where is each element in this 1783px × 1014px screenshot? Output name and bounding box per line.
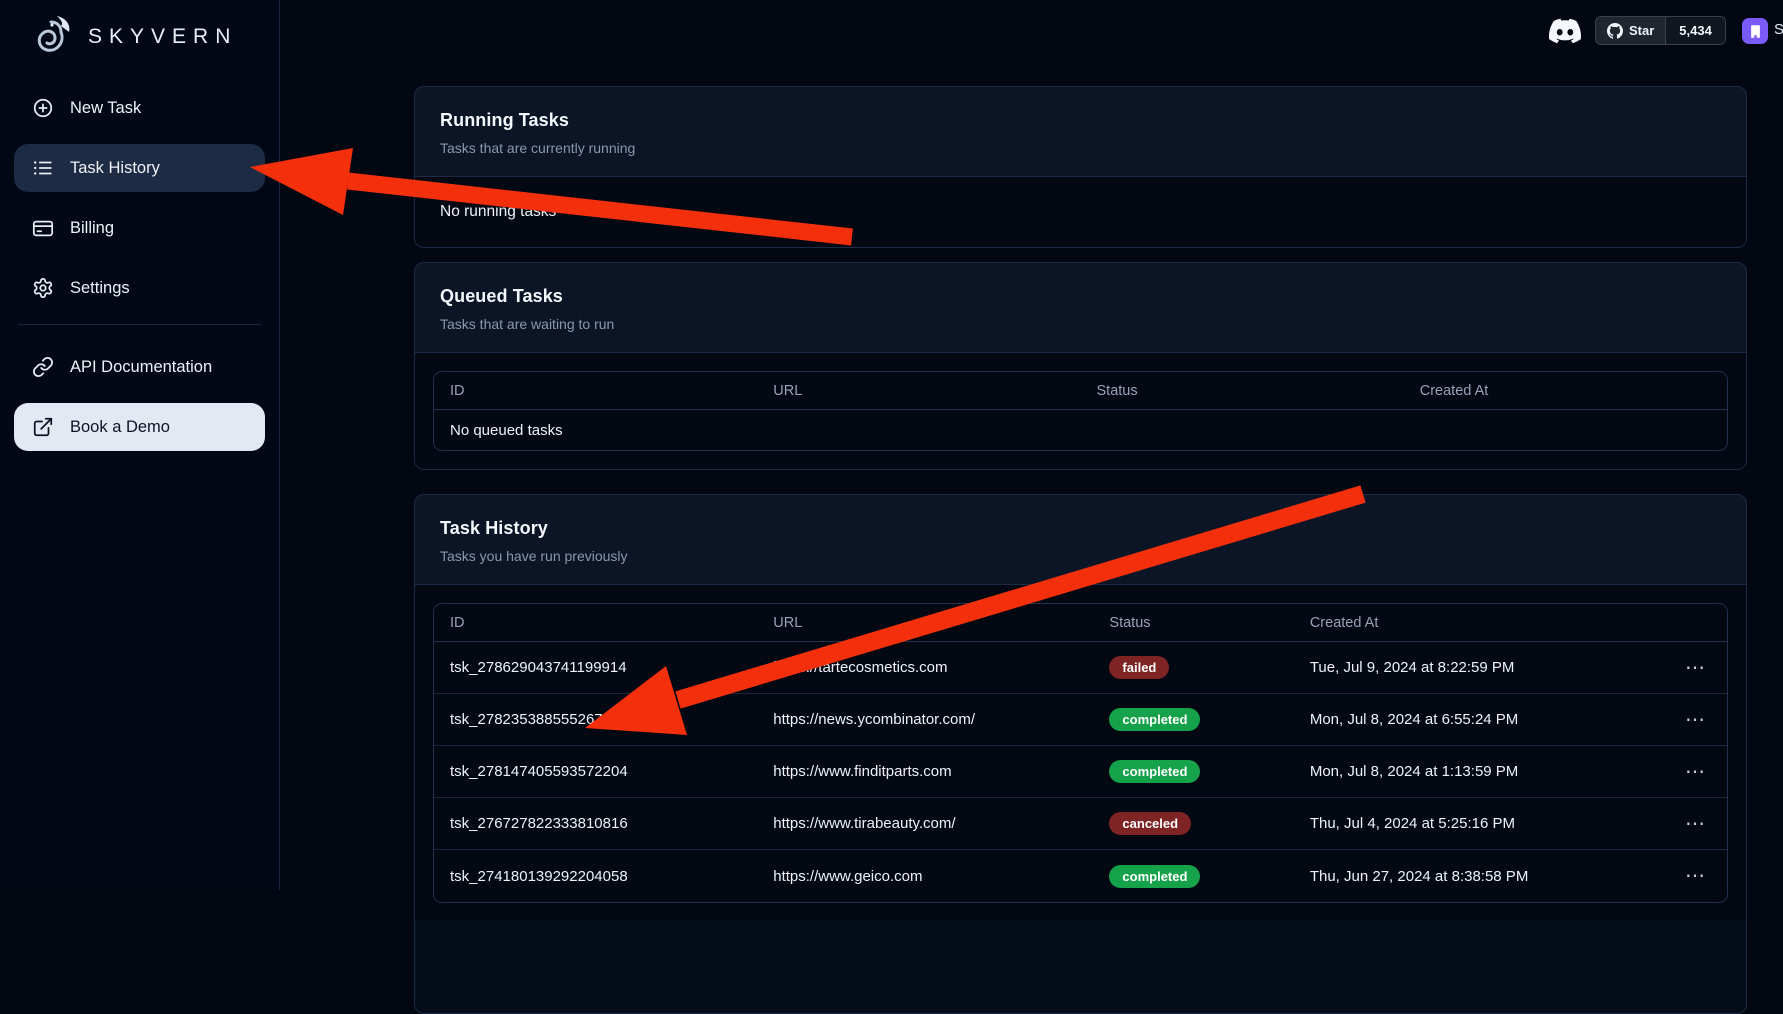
task-created-at-cell: Thu, Jul 4, 2024 at 5:25:16 PM xyxy=(1293,798,1656,850)
sidebar: SKYVERN New Task Task History Billing xyxy=(0,0,280,890)
panel-subtitle: Tasks you have run previously xyxy=(440,548,628,564)
sidebar-item-new-task[interactable]: New Task xyxy=(14,84,265,132)
task-created-at-cell: Thu, Jun 27, 2024 at 8:38:58 PM xyxy=(1309,867,1529,885)
panel-title: Queued Tasks xyxy=(440,286,563,306)
brand-name: SKYVERN xyxy=(88,25,238,48)
table-row[interactable]: tsk_278235388555267564 https://news.ycom… xyxy=(434,694,1727,746)
table-row[interactable]: tsk_276727822333810816 https://www.tirab… xyxy=(434,798,1727,850)
sidebar-item-task-history[interactable]: Task History xyxy=(14,144,265,192)
dragon-logo-icon xyxy=(37,16,70,52)
sidebar-item-api-documentation[interactable]: API Documentation xyxy=(14,343,265,391)
status-badge: canceled xyxy=(1109,812,1192,835)
status-badge: completed xyxy=(1109,864,1201,888)
building-icon xyxy=(1750,24,1760,38)
table-header-row: ID URL Status Created At xyxy=(434,372,1727,410)
status-badge: completed xyxy=(1109,708,1201,731)
task-url-cell: https://www.finditparts.com xyxy=(757,746,1094,798)
queued-tasks-table: ID URL Status Created At No queued tasks xyxy=(433,371,1728,451)
column-header-actions xyxy=(1655,604,1727,642)
status-badge: completed xyxy=(1109,760,1201,783)
sidebar-item-settings[interactable]: Settings xyxy=(14,264,265,312)
sidebar-item-label: New Task xyxy=(70,98,142,117)
task-id-cell: tsk_278147405593572204 xyxy=(434,746,758,798)
sidebar-item-label: Book a Demo xyxy=(70,417,170,436)
sidebar-item-label: Task History xyxy=(70,158,160,177)
discord-button[interactable] xyxy=(1548,15,1582,47)
task-url-cell: https://www.tirabeauty.com/ xyxy=(757,798,1094,850)
task-status-cell: canceled xyxy=(1093,798,1294,850)
task-history-table: ID URL Status Created At tsk_27862904374… xyxy=(433,603,1728,903)
brand-logo[interactable]: SKYVERN xyxy=(0,0,279,66)
task-id-cell: tsk_276727822333810816 xyxy=(434,798,758,850)
task-created-at-cell: Tue, Jul 9, 2024 at 8:22:59 PM xyxy=(1293,642,1656,694)
github-icon xyxy=(1607,22,1623,39)
sidebar-divider xyxy=(18,324,261,325)
row-actions-button[interactable]: ⋯ xyxy=(1681,708,1711,732)
running-tasks-panel: Running Tasks Tasks that are currently r… xyxy=(414,86,1747,248)
sidebar-item-book-a-demo[interactable]: Book a Demo xyxy=(14,403,265,451)
row-actions-button[interactable]: ⋯ xyxy=(1681,760,1711,784)
queued-tasks-header: Queued Tasks Tasks that are waiting to r… xyxy=(415,263,1746,353)
discord-icon xyxy=(1548,18,1582,44)
running-tasks-header: Running Tasks Tasks that are currently r… xyxy=(415,87,1746,177)
queued-tasks-empty-message: No queued tasks xyxy=(450,421,563,439)
panel-subtitle: Tasks that are waiting to run xyxy=(440,316,615,332)
panel-subtitle: Tasks that are currently running xyxy=(440,140,636,156)
sidebar-nav: New Task Task History Billing Settings xyxy=(0,66,279,451)
column-header-created-at: Created At xyxy=(1293,604,1656,642)
task-id-cell: tsk_278629043741199914 xyxy=(434,642,758,694)
table-row[interactable]: tsk_278147405593572204 https://www.findi… xyxy=(434,746,1727,798)
queued-tasks-panel: Queued Tasks Tasks that are waiting to r… xyxy=(414,262,1747,470)
panel-title: Task History xyxy=(440,518,548,538)
github-star-label: Star xyxy=(1629,23,1655,38)
sidebar-item-label: API Documentation xyxy=(70,357,213,376)
task-id-cell: tsk_274180139292204058 xyxy=(450,867,628,885)
column-header-status: Status xyxy=(1093,604,1294,642)
task-url-cell: https://news.ycombinator.com/ xyxy=(757,694,1094,746)
running-tasks-empty-message: No running tasks xyxy=(415,177,1746,247)
sidebar-item-label: Billing xyxy=(70,218,115,237)
external-link-icon xyxy=(33,417,53,437)
task-status-cell: completed xyxy=(1093,850,1293,902)
row-actions-button[interactable]: ⋯ xyxy=(1681,812,1711,836)
row-actions-button[interactable]: ⋯ xyxy=(1681,656,1711,680)
table-row[interactable]: tsk_278629043741199914 https://tartecosm… xyxy=(434,642,1727,694)
table-header-row: ID URL Status Created At xyxy=(434,604,1727,642)
github-star-widget[interactable]: Star 5,434 xyxy=(1595,16,1726,45)
status-badge: failed xyxy=(1109,656,1170,679)
task-status-cell: completed xyxy=(1093,746,1294,798)
column-header-url: URL xyxy=(757,604,1094,642)
task-created-at-cell: Mon, Jul 8, 2024 at 6:55:24 PM xyxy=(1293,694,1656,746)
task-url-cell: https://tartecosmetics.com xyxy=(757,642,1094,694)
credit-card-icon xyxy=(32,220,54,237)
task-url-cell: https://www.geico.com xyxy=(773,867,923,885)
history-table-body: tsk_278629043741199914 https://tartecosm… xyxy=(434,642,1727,902)
task-status-cell: completed xyxy=(1093,694,1294,746)
gear-icon xyxy=(33,277,53,299)
task-status-cell: failed xyxy=(1093,642,1294,694)
plus-circle-icon xyxy=(33,98,53,118)
row-actions-button[interactable]: ⋯ xyxy=(1681,864,1711,888)
org-avatar[interactable] xyxy=(1742,18,1768,44)
panel-title: Running Tasks xyxy=(440,110,569,130)
sidebar-item-billing[interactable]: Billing xyxy=(14,204,265,252)
task-created-at-cell: Mon, Jul 8, 2024 at 1:13:59 PM xyxy=(1293,746,1656,798)
task-history-panel: Task History Tasks you have run previous… xyxy=(414,494,1747,1014)
column-header-created-at: Created At xyxy=(1403,372,1727,410)
table-row[interactable]: tsk_274180139292204058 https://www.geico… xyxy=(434,850,1727,902)
sidebar-item-label: Settings xyxy=(70,278,130,297)
task-history-header: Task History Tasks you have run previous… xyxy=(415,495,1746,585)
column-header-id: ID xyxy=(434,604,758,642)
org-name-label: Sk xyxy=(1774,21,1783,38)
github-star-button[interactable]: Star xyxy=(1596,17,1666,44)
empty-row: No queued tasks xyxy=(434,410,1727,450)
github-star-count[interactable]: 5,434 xyxy=(1665,17,1725,44)
column-header-url: URL xyxy=(757,372,1081,410)
link-icon xyxy=(33,357,53,377)
list-icon xyxy=(34,161,52,175)
task-id-cell: tsk_278235388555267564 xyxy=(434,694,758,746)
column-header-id: ID xyxy=(434,372,758,410)
column-header-status: Status xyxy=(1080,372,1404,410)
